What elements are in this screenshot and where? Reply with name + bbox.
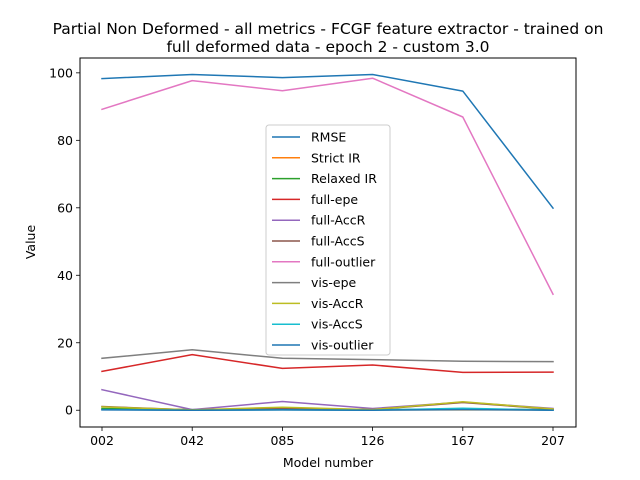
legend-label-vis-accr: vis-AccR — [311, 296, 364, 311]
y-tick-label: 0 — [65, 403, 73, 418]
series-line-full-epe — [101, 353, 554, 374]
series-line-rmse — [101, 73, 555, 210]
plot-frame — [79, 57, 577, 428]
x-tick-label: 207 — [541, 433, 565, 448]
y-tick-label: 100 — [49, 65, 73, 80]
x-tick-label: 002 — [90, 433, 114, 448]
x-tick-label: 085 — [270, 433, 294, 448]
y-axis: 0 20 40 60 80 100 — [49, 65, 80, 418]
legend-label-full-accr: full-AccR — [311, 213, 366, 228]
legend: RMSE Strict IR Relaxed IR full-epe full-AccR… — [265, 124, 391, 356]
y-tick-label: 40 — [57, 268, 73, 283]
legend-label-full-outlier: full-outlier — [311, 254, 376, 269]
legend-label-vis-epe: vis-epe — [311, 275, 357, 290]
y-axis-label: Value — [23, 225, 38, 260]
legend-label-vis-outlier: vis-outlier — [311, 338, 374, 353]
series-line-vis-epe — [101, 349, 554, 363]
legend-label-full-accs: full-AccS — [311, 234, 365, 249]
legend-box — [265, 124, 391, 356]
legend-label-strict-ir: Strict IR — [311, 150, 361, 165]
x-tick-label: 167 — [451, 433, 475, 448]
chart-title-line-1: Partial Non Deformed - all metrics - FCG… — [53, 20, 604, 38]
x-axis: 002 042 085 126 167 207 — [90, 427, 565, 448]
x-tick-label: 042 — [180, 433, 204, 448]
legend-label-full-epe: full-epe — [311, 192, 358, 207]
y-tick-label: 20 — [57, 335, 73, 350]
x-tick-label: 126 — [361, 433, 385, 448]
chart-title: Partial Non Deformed - all metrics - FCG… — [53, 20, 604, 56]
y-tick-label: 80 — [57, 133, 73, 148]
legend-label-rmse: RMSE — [311, 130, 346, 145]
series-line-vis-outlier — [101, 408, 554, 411]
y-tick-label: 60 — [57, 200, 73, 215]
series-lines — [101, 73, 555, 411]
legend-label-vis-accs: vis-AccS — [311, 317, 363, 332]
legend-label-relaxed-ir: Relaxed IR — [311, 171, 377, 186]
series-line-full-outlier — [101, 77, 555, 296]
chart-title-line-2: full deformed data - epoch 2 - custom 3.… — [166, 38, 489, 56]
x-axis-label: Model number — [283, 455, 374, 470]
